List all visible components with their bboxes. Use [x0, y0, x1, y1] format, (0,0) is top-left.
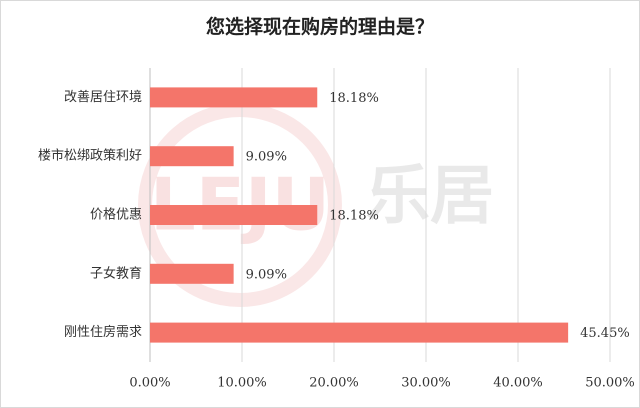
x-tick-label: 40.00%: [493, 376, 543, 391]
bar: [150, 205, 318, 225]
bar: [150, 87, 318, 108]
x-tick-label: 0.00%: [129, 376, 170, 391]
data-label: 9.09%: [246, 150, 287, 165]
x-tick-label: 30.00%: [401, 376, 451, 391]
bar: [150, 263, 234, 284]
data-label: 18.18%: [329, 91, 379, 106]
y-tick-label: 楼市松绑政策利好: [38, 148, 142, 164]
watermark-text: 乐居: [366, 160, 494, 234]
x-tick-label: 50.00%: [585, 376, 635, 391]
bar: [150, 146, 234, 167]
data-label: 18.18%: [329, 209, 379, 224]
y-tick-label: 刚性住房需求: [64, 324, 142, 340]
watermark-ring: [138, 103, 342, 307]
y-tick-label: 价格优惠: [90, 207, 142, 223]
data-label: 9.09%: [246, 267, 287, 282]
watermark: LEJU 乐居: [138, 103, 494, 307]
y-tick-label: 子女教育: [90, 265, 142, 281]
chart-title: 您选择现在购房的理由是？: [206, 15, 434, 38]
x-tick-label: 10.00%: [217, 376, 267, 391]
data-label: 45.45%: [580, 326, 630, 341]
bar: [150, 322, 569, 343]
watermark-logo: LEJU: [150, 163, 330, 247]
x-tick-label: 20.00%: [309, 376, 359, 391]
y-tick-label: 改善居住环境: [64, 89, 142, 105]
